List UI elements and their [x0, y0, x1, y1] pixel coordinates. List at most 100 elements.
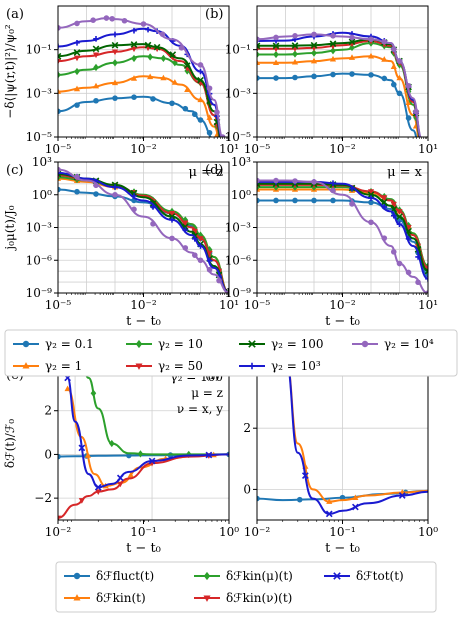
y-axis: 024 [243, 360, 257, 496]
series-marker-g10000 [178, 45, 185, 51]
series-marker-g1 [58, 88, 62, 94]
legend-top: γ₂ = 0.1 γ₂ = 10 γ₂ = 100 γ₂ = 10⁴ γ₂ = 1 γ₂ … [4, 329, 458, 377]
series-marker-g0_1 [150, 96, 156, 102]
y-tick-label: 2 [44, 404, 52, 418]
legend-frame [55, 561, 437, 613]
series-marker-g1000 [330, 180, 336, 186]
series-marker-g1 [160, 74, 167, 81]
panel-annotation: μ = x [387, 165, 423, 180]
legend-marker [22, 340, 30, 348]
y-tick-label: 10⁻³ [225, 86, 252, 100]
x-tick-label: 10⁻¹ [130, 525, 156, 539]
series-line-g1 [287, 367, 428, 503]
y-tick-label: 10⁰ [231, 188, 251, 202]
legend-marker [248, 340, 256, 348]
legend-label: δℱkin(t) [96, 591, 146, 605]
series-marker-g1 [381, 56, 388, 62]
series-marker-g0_1 [330, 197, 336, 204]
legend-frame [4, 329, 458, 377]
series-marker-g10 [112, 59, 118, 67]
series-marker-g0_1 [93, 97, 99, 104]
series-marker-g50 [58, 515, 62, 520]
series-marker-g1000 [131, 193, 137, 199]
series-group [58, 166, 229, 293]
y-axis: 10⁻⁵ 10⁻³ 10⁻¹ [225, 43, 257, 144]
series-marker-g1000 [78, 444, 86, 452]
x-tick-label: 10⁻² [130, 142, 157, 156]
x-axis: 10⁻² 10⁻¹ 10⁰ [45, 520, 239, 539]
series-marker-g1 [405, 99, 412, 106]
series-group [257, 177, 428, 293]
series-marker-g50 [168, 211, 176, 217]
series-marker-g1 [396, 74, 403, 81]
series-marker-g1000 [381, 204, 388, 210]
series-marker-g1000 [74, 40, 80, 46]
series-marker-g0_1 [273, 75, 279, 81]
series-group [58, 15, 226, 137]
series-marker-g50 [197, 236, 204, 242]
series-marker-g10000 [257, 177, 260, 184]
series-marker-g10000 [390, 46, 397, 52]
series-marker-g10000 [121, 17, 128, 24]
series-marker-g0_1 [206, 129, 213, 136]
y-tick-label: 10⁻⁵ [225, 130, 252, 144]
series-marker-g1000 [145, 26, 151, 33]
y-axis: 10⁻⁹ 10⁻⁶ 10⁻³ 10⁰ 10³ [26, 155, 58, 300]
series-marker-g1 [111, 79, 119, 86]
series-marker-g10000 [405, 269, 412, 276]
series-marker-g10000 [368, 219, 374, 226]
y-tick-label: 10⁻⁶ [225, 253, 252, 267]
y-tick-label: 10⁻³ [26, 221, 53, 235]
series-marker-g10000 [206, 266, 213, 273]
x-tick-label: 10⁻⁵ [244, 142, 271, 156]
series-marker-g50 [182, 220, 189, 227]
series-marker-g100 [130, 41, 138, 48]
series-marker-g1000 [325, 510, 333, 518]
legend-marker [135, 339, 143, 349]
series-marker-g1000 [116, 474, 124, 482]
series-marker-g0_1 [296, 496, 303, 503]
series-marker-g1000 [405, 235, 412, 242]
x-axis-label: t − t₀ [325, 541, 360, 556]
x-axis: 10⁻⁵ 10⁻² 10¹ [244, 293, 438, 312]
x-tick-label: 10⁰ [219, 525, 239, 539]
series-marker-g1 [352, 494, 359, 501]
series-marker-g1000 [131, 27, 137, 34]
series-marker-g0_1 [311, 73, 317, 80]
series-marker-g10000 [58, 166, 61, 173]
series-marker-g100 [144, 41, 152, 49]
series-marker-g1 [84, 452, 92, 458]
series-marker-g10000 [330, 187, 336, 194]
y-axis-label: δℱ(t)/ℱ₀ [3, 419, 17, 468]
series-line-g10 [82, 367, 229, 456]
series-marker-g10 [137, 450, 144, 458]
series-marker-g10000 [396, 260, 403, 267]
x-tick-label: 10⁻² [329, 298, 356, 312]
legend-marker [73, 572, 81, 580]
series-marker-g1 [171, 79, 178, 85]
series-marker-g0_1 [257, 495, 260, 502]
series-marker-g1000 [352, 503, 359, 511]
series-marker-g100 [348, 38, 356, 46]
legend-marker [248, 362, 256, 370]
series-marker-g10000 [257, 36, 260, 43]
series-marker-g0_1 [273, 197, 279, 204]
series-marker-g0_1 [74, 102, 80, 108]
series-line-g1 [58, 75, 219, 137]
panel-annotation: μ = z [189, 165, 224, 180]
x-tick-label: 10⁻² [329, 142, 356, 156]
y-tick-label: 10³ [32, 155, 52, 169]
y-tick-label: 10⁻⁵ [26, 130, 53, 144]
y-tick-label: −2 [34, 491, 52, 505]
series-marker-g10 [160, 54, 167, 62]
series-marker-g10000 [226, 290, 229, 293]
x-tick-label: 10⁻⁵ [244, 298, 271, 312]
series-marker-g0_1 [191, 111, 198, 118]
series-marker-g10000 [214, 109, 220, 116]
x-tick-label: 10¹ [219, 142, 239, 156]
series-marker-g50 [117, 481, 124, 488]
series-marker-g1000 [58, 43, 61, 50]
series-marker-g10 [257, 50, 260, 59]
